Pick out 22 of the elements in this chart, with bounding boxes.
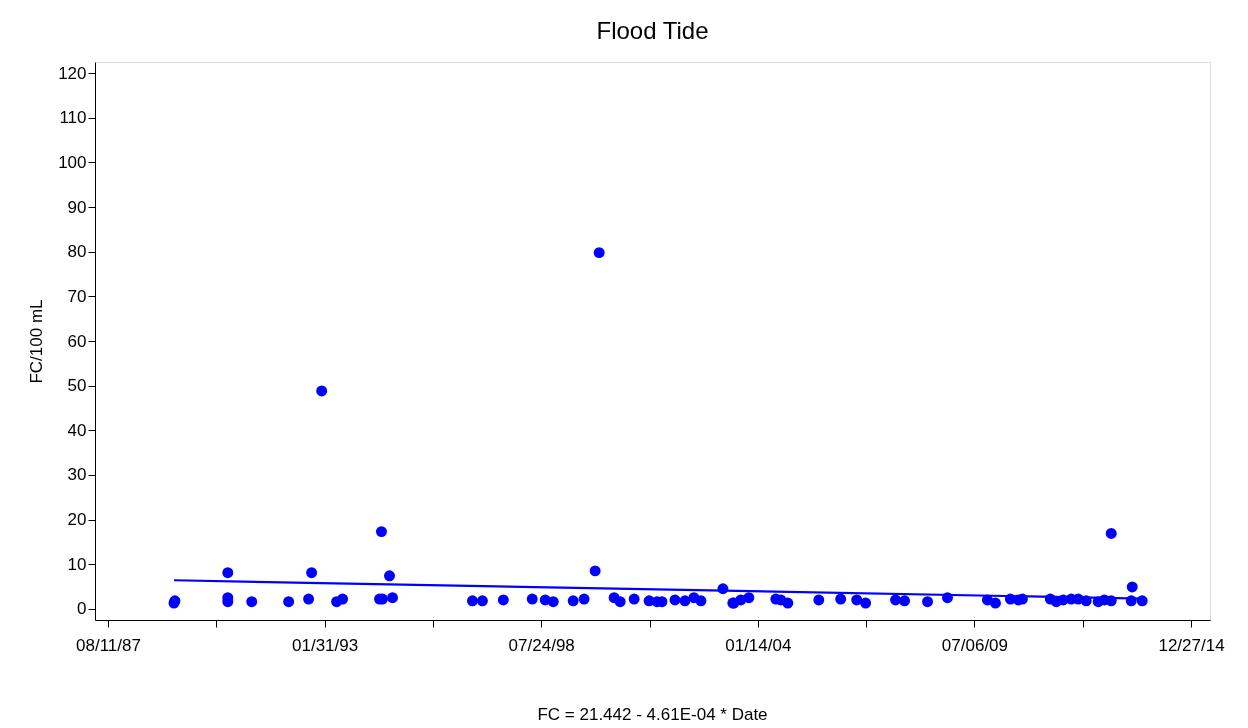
- y-tick-label: 100: [58, 152, 87, 172]
- y-axis-title: FC/100 mL: [27, 299, 47, 384]
- y-tick-label: 20: [67, 510, 87, 530]
- y-tick-label: 80: [67, 242, 87, 262]
- x-tick-label: 07/24/98: [508, 635, 575, 655]
- x-tick-label: 01/31/93: [292, 635, 359, 655]
- y-tick-label: 50: [67, 376, 87, 396]
- x-tick-label: 08/11/87: [76, 635, 141, 655]
- y-tick-label: 90: [67, 197, 87, 217]
- y-tick-label: 40: [67, 420, 87, 440]
- text: FC = 21.442 - 4.61E-04 * Date: [537, 705, 768, 724]
- y-tick-label: 70: [67, 286, 87, 306]
- y-tick-label: 60: [67, 331, 87, 351]
- chart-title: Flood Tide: [596, 17, 709, 44]
- x-tick-label: 07/06/09: [941, 635, 1009, 655]
- y-tick-label: 110: [59, 108, 87, 128]
- x-tick-label: 12/27/14: [1158, 635, 1225, 655]
- x-tick-label: 01/14/04: [725, 635, 792, 655]
- y-tick-label: 10: [67, 554, 87, 574]
- y-tick-label: 30: [67, 465, 87, 485]
- y-tick-label: 0: [77, 599, 87, 619]
- y-tick-label: 120: [58, 63, 87, 83]
